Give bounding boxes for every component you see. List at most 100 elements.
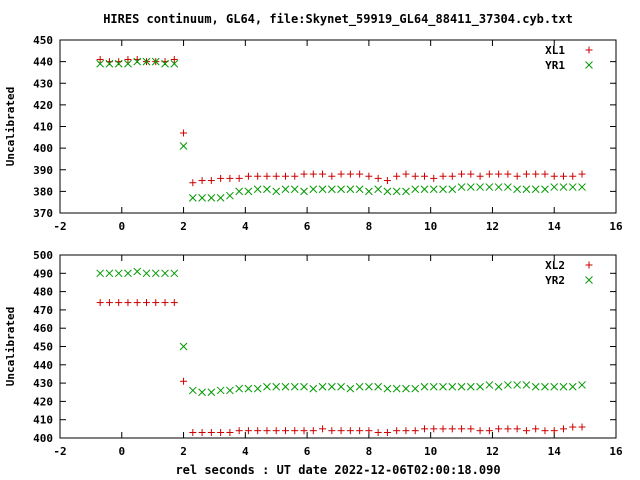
x-tick-label: 16 — [609, 445, 623, 458]
data-point-yr2 — [568, 382, 577, 391]
data-point-yr1 — [216, 194, 225, 202]
data-point-xl2 — [522, 427, 530, 435]
data-point-xl2 — [569, 423, 577, 431]
data-point-xl1 — [96, 55, 104, 63]
data-point-xl1 — [309, 170, 317, 178]
data-point-xl1 — [559, 172, 567, 180]
data-point-yr2 — [485, 381, 494, 389]
data-point-xl1 — [254, 172, 262, 180]
x-tick-label: 6 — [304, 220, 311, 233]
data-point-yr1 — [485, 183, 494, 191]
data-point-xl1 — [550, 172, 558, 180]
data-point-xl2 — [383, 429, 391, 437]
legend-marker-xl2 — [585, 261, 593, 269]
data-point-yr2 — [439, 382, 447, 391]
data-point-xl1 — [170, 55, 178, 63]
y-tick-label: 470 — [33, 304, 53, 317]
data-point-xl2 — [532, 425, 540, 433]
data-point-yr2 — [578, 381, 586, 389]
data-point-xl1 — [458, 170, 466, 178]
data-point-xl2 — [467, 425, 475, 433]
data-point-yr2 — [309, 384, 318, 393]
data-point-yr2 — [300, 382, 308, 391]
data-point-yr2 — [522, 381, 531, 389]
x-tick-label: 8 — [366, 445, 373, 458]
data-point-xl1 — [522, 170, 530, 178]
y-tick-label: 500 — [33, 249, 53, 262]
data-point-xl2 — [115, 299, 123, 307]
data-point-xl1 — [337, 170, 345, 178]
data-point-xl1 — [198, 177, 206, 185]
data-point-yr1 — [429, 185, 438, 194]
data-point-xl2 — [105, 299, 113, 307]
data-point-xl1 — [420, 172, 428, 180]
data-point-yr2 — [133, 267, 142, 276]
data-point-yr1 — [476, 183, 484, 191]
chart-title: HIRES continuum, GL64, file:Skynet_59919… — [103, 12, 573, 27]
data-point-yr2 — [392, 384, 401, 393]
data-point-yr1 — [411, 185, 420, 194]
legend-marker-xl1 — [585, 46, 593, 54]
data-point-yr2 — [448, 382, 457, 391]
data-point-xl2 — [189, 429, 197, 437]
data-point-yr1 — [263, 185, 271, 194]
data-point-yr2 — [124, 269, 132, 278]
data-point-xl1 — [578, 170, 586, 178]
x-tick-label: 4 — [242, 220, 249, 233]
data-point-xl2 — [217, 429, 225, 437]
y-tick-label: 390 — [33, 164, 53, 177]
data-point-xl2 — [504, 425, 512, 433]
data-point-xl1 — [346, 170, 354, 178]
data-point-xl2 — [133, 299, 141, 307]
data-point-xl2 — [365, 427, 373, 435]
data-point-yr2 — [253, 384, 262, 393]
x-tick-label: 16 — [609, 220, 623, 233]
data-point-yr1 — [531, 185, 540, 194]
data-point-xl1 — [263, 172, 271, 180]
data-point-yr1 — [96, 59, 105, 68]
data-point-xl2 — [458, 425, 466, 433]
data-point-xl2 — [578, 423, 586, 431]
data-point-yr1 — [133, 57, 142, 66]
data-point-yr2 — [235, 384, 244, 393]
data-point-yr2 — [457, 382, 466, 391]
data-point-xl2 — [300, 427, 308, 435]
data-point-xl1 — [532, 170, 540, 178]
data-point-yr1 — [355, 185, 364, 194]
data-point-xl2 — [319, 425, 327, 433]
data-point-yr2 — [531, 382, 540, 391]
data-point-yr1 — [188, 194, 197, 202]
data-point-xl2 — [281, 427, 289, 435]
data-point-yr1 — [207, 194, 216, 202]
data-point-yr2 — [161, 269, 169, 278]
data-point-yr1 — [541, 185, 549, 194]
y-tick-label: 410 — [33, 414, 53, 427]
data-point-xl2 — [124, 299, 132, 307]
data-point-xl1 — [476, 172, 484, 180]
data-point-yr1 — [522, 185, 531, 194]
data-point-xl2 — [495, 425, 503, 433]
data-point-xl1 — [495, 170, 503, 178]
data-point-xl2 — [346, 427, 354, 435]
x-tick-label: 12 — [486, 220, 499, 233]
data-point-xl2 — [180, 377, 188, 385]
data-point-yr2 — [550, 382, 559, 391]
data-point-xl1 — [207, 177, 215, 185]
data-point-yr1 — [568, 183, 577, 191]
data-point-xl2 — [356, 427, 364, 435]
data-point-xl2 — [244, 427, 252, 435]
data-point-yr1 — [337, 185, 345, 194]
data-point-yr1 — [402, 187, 410, 196]
y-tick-label: 480 — [33, 286, 53, 299]
data-point-yr1 — [494, 183, 503, 191]
x-tick-label: 6 — [304, 445, 311, 458]
data-point-xl1 — [217, 174, 225, 182]
data-point-xl1 — [513, 172, 521, 180]
data-point-yr1 — [124, 59, 132, 68]
data-point-yr1 — [578, 183, 586, 191]
data-point-yr1 — [365, 187, 373, 196]
y-tick-label: 490 — [33, 267, 53, 280]
data-point-yr2 — [198, 388, 206, 397]
data-point-yr2 — [541, 382, 549, 391]
